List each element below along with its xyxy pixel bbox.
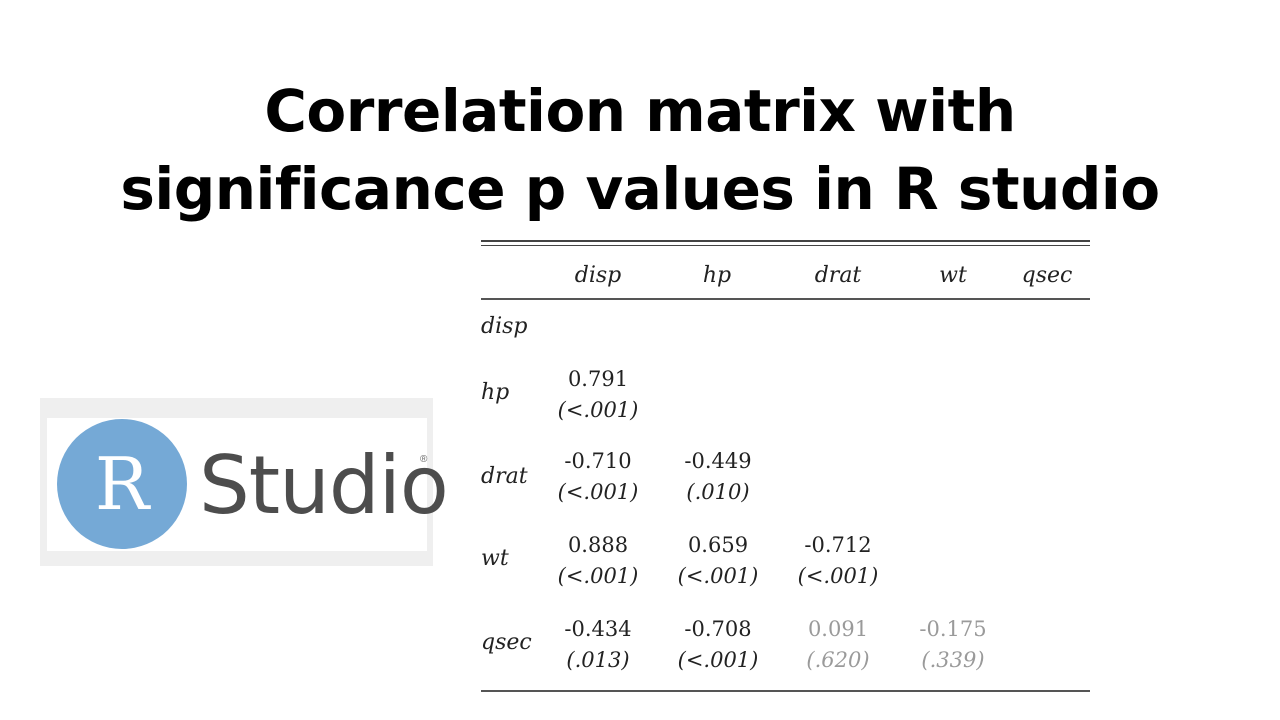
col-header: drat [814, 263, 862, 288]
correlation-cell: -0.710 (<.001) [543, 446, 653, 508]
table-body: disp hp 0.791 (<.001) drat -0.710 (<.001) -0.44… [481, 300, 1090, 690]
p-value: (<.001) [797, 564, 879, 588]
title-line-1: Correlation matrix with [264, 77, 1016, 145]
col-header: qsec [1021, 263, 1073, 288]
registered-mark: ® [420, 454, 428, 465]
table-row: disp [481, 300, 1090, 354]
row-label: disp [481, 314, 528, 339]
correlation-table: disp hp drat wt qsec disp hp 0.791 (<.001) d… [481, 240, 1090, 692]
row-label: qsec [481, 630, 532, 655]
p-value: (<.001) [557, 398, 639, 422]
table-bottom-rule [481, 690, 1090, 692]
correlation-cell: 0.659 (<.001) [663, 530, 773, 592]
correlation-value: 0.659 [687, 533, 749, 557]
col-header: hp [702, 263, 732, 288]
p-value: (.010) [686, 480, 750, 504]
p-value: (.339) [921, 648, 985, 672]
table-row: wt 0.888 (<.001) 0.659 (<.001) -0.712 (<.001) [481, 520, 1090, 604]
correlation-value: 0.791 [567, 367, 629, 391]
correlation-value: -0.434 [564, 617, 632, 641]
table-row: qsec -0.434 (.013) -0.708 (<.001) 0.091 (.620)… [481, 604, 1090, 690]
logo-inner: R Studio ® [47, 418, 449, 551]
table-row: hp 0.791 (<.001) [481, 354, 1090, 438]
correlation-cell: -0.712 (<.001) [783, 530, 893, 592]
logo-letter: R [94, 442, 150, 526]
row-label: wt [481, 546, 509, 571]
correlation-cell: -0.175 (.339) [898, 614, 1008, 676]
col-header: disp [574, 263, 622, 288]
correlation-value: -0.708 [684, 617, 752, 641]
correlation-value: 0.091 [807, 617, 869, 641]
p-value: (<.001) [557, 480, 639, 504]
correlation-cell: 0.091 (.620) [783, 614, 893, 676]
p-value: (<.001) [677, 564, 759, 588]
table-top-rule [481, 240, 1090, 242]
rstudio-logo: R Studio ® [40, 398, 449, 566]
table-header: disp hp drat wt qsec [481, 246, 1090, 298]
p-value: (.620) [806, 648, 870, 672]
logo-circle-icon: R [57, 419, 187, 549]
p-value: (<.001) [557, 564, 639, 588]
correlation-value: -0.449 [684, 449, 752, 473]
title-line-2: significance p values in R studio [120, 155, 1160, 223]
correlation-value: -0.712 [804, 533, 872, 557]
col-header: wt [939, 263, 967, 288]
correlation-value: -0.710 [564, 449, 632, 473]
correlation-value: 0.888 [567, 533, 629, 557]
correlation-cell: 0.791 (<.001) [543, 364, 653, 426]
p-value: (<.001) [677, 648, 759, 672]
table-row: drat -0.710 (<.001) -0.449 (.010) [481, 438, 1090, 520]
row-label: drat [481, 464, 528, 489]
logo-wordmark: Studio [199, 439, 449, 532]
correlation-cell: -0.708 (<.001) [663, 614, 773, 676]
page-title: Correlation matrix with significance p v… [0, 72, 1280, 228]
table-header-rule [481, 298, 1090, 300]
correlation-cell: -0.449 (.010) [663, 446, 773, 508]
correlation-cell: -0.434 (.013) [543, 614, 653, 676]
correlation-cell: 0.888 (<.001) [543, 530, 653, 592]
row-label: hp [481, 380, 510, 405]
p-value: (.013) [566, 648, 630, 672]
correlation-value: -0.175 [919, 617, 987, 641]
table-top-rule-2 [481, 245, 1090, 246]
